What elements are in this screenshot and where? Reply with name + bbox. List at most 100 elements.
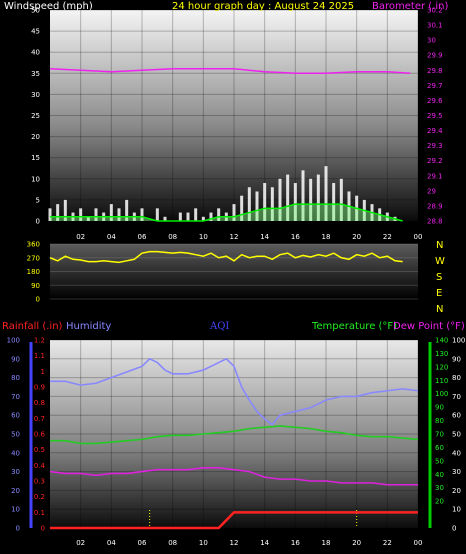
rainfall-y-tick: 0.8 <box>34 399 45 407</box>
wind-panel-bg <box>50 10 418 221</box>
temperature-y-tick: 30 <box>435 484 444 492</box>
dewpoint-y-tick: 40 <box>452 449 461 457</box>
rainfall-y-tick: 0.7 <box>34 415 45 423</box>
humidity-y-tick: 10 <box>11 506 20 514</box>
rainfall-y-tick: 1.1 <box>34 352 45 360</box>
compass-e: E <box>436 288 442 299</box>
wind-x-tick: 02 <box>76 233 85 241</box>
gust-bar <box>240 195 244 221</box>
temperature-y-tick: 110 <box>435 377 448 385</box>
barometer-y-tick: 29.9 <box>427 52 443 60</box>
gust-bar <box>79 208 83 221</box>
temperature-legend: Temperature (°F) <box>311 321 397 332</box>
gust-bar <box>209 212 213 221</box>
rainfall-y-tick: 0.2 <box>34 493 45 501</box>
humidity-y-tick: 50 <box>11 431 20 439</box>
wind-direction-line <box>49 250 403 264</box>
gust-bar <box>48 208 52 221</box>
gust-bar <box>63 199 67 221</box>
direction-y-tick: 90 <box>31 282 40 290</box>
climate-x-tick: 02 <box>76 539 85 547</box>
humidity-legend: Humidity <box>66 321 111 332</box>
series-layer <box>48 68 419 530</box>
wind-average-line <box>50 203 403 222</box>
rainfall-legend: Rainfall (.in) <box>2 321 63 332</box>
rainfall-y-tick: 1 <box>41 368 45 376</box>
dewpoint-y-tick: 80 <box>452 374 461 382</box>
dewpoint-y-tick: 10 <box>452 506 461 514</box>
barometer-y-tick: 29 <box>427 187 436 195</box>
direction-y-tick: 360 <box>27 241 40 249</box>
climate-x-tick: 20 <box>352 539 361 547</box>
gust-bar <box>278 178 282 221</box>
direction-y-tick: 180 <box>27 268 40 276</box>
climate-x-tick: 16 <box>291 539 300 547</box>
gust-bar <box>155 208 159 221</box>
gust-bar <box>339 178 343 221</box>
rainfall-y-tick: 1.2 <box>34 337 45 345</box>
gust-bar <box>255 191 259 221</box>
direction-panel-bg <box>50 244 418 299</box>
dewpoint-y-tick: 50 <box>452 431 461 439</box>
gust-bar <box>316 174 320 221</box>
gust-bar <box>94 208 98 221</box>
climate-x-tick: 12 <box>230 539 239 547</box>
barometer-y-tick: 29.4 <box>427 127 443 135</box>
wind-y-tick: 45 <box>31 28 40 36</box>
wind-x-tick: 08 <box>168 233 177 241</box>
dewpoint-line <box>49 467 418 486</box>
temperature-y-tick: 130 <box>435 350 448 358</box>
gust-bar <box>324 166 328 221</box>
climate-x-tick: 22 <box>383 539 392 547</box>
barometer-label: Barometer (.in) <box>372 1 448 12</box>
gust-bar <box>232 204 236 221</box>
wind-y-tick: 0 <box>36 218 40 226</box>
gust-bar <box>263 183 267 221</box>
gust-bar <box>140 208 144 221</box>
barometer-y-tick: 30.2 <box>427 7 443 15</box>
graph-title: 24 hour graph day : August 24 2025 <box>172 1 354 12</box>
barometer-y-tick: 29.5 <box>427 112 443 120</box>
wind-y-tick: 50 <box>31 7 40 15</box>
windspeed-label: Windspeed (mph) <box>4 1 93 12</box>
gust-bar <box>178 212 182 221</box>
rainfall-y-tick: 0.5 <box>34 446 45 454</box>
humidity-y-tick: 30 <box>11 468 20 476</box>
compass-n-bottom: N <box>436 304 443 315</box>
temperature-y-tick: 140 <box>435 337 448 345</box>
wind-x-tick: 10 <box>199 233 208 241</box>
barometer-y-tick: 29.8 <box>427 67 443 75</box>
aqi-legend: AQI <box>209 321 229 332</box>
rainfall-y-tick: 0.6 <box>34 431 46 439</box>
direction-y-tick: 0 <box>36 296 40 304</box>
barometer-y-tick: 29.6 <box>427 97 443 105</box>
gust-bar <box>117 208 121 221</box>
barometer-y-tick: 28.9 <box>427 202 443 210</box>
humidity-y-tick: 80 <box>11 374 20 382</box>
temperature-y-tick: 90 <box>435 404 444 412</box>
temperature-y-tick: 40 <box>435 471 444 479</box>
dewpoint-y-tick: 20 <box>452 487 461 495</box>
rainfall-y-tick: 0.4 <box>34 462 46 470</box>
gust-bar <box>293 183 297 221</box>
temperature-y-tick: 60 <box>435 444 444 452</box>
humidity-y-tick: 40 <box>11 449 20 457</box>
temperature-y-tick: 80 <box>435 417 444 425</box>
temperature-y-tick: 50 <box>435 457 444 465</box>
wind-y-tick: 25 <box>31 112 40 120</box>
wind-x-tick: 14 <box>260 233 269 241</box>
gust-bar <box>163 216 167 221</box>
wind-x-tick: 06 <box>138 233 147 241</box>
wind-y-tick: 20 <box>31 133 40 141</box>
gust-bar <box>309 178 313 221</box>
wind-y-tick: 15 <box>31 154 40 162</box>
climate-x-tick: 00 <box>414 539 423 547</box>
wind-x-tick: 20 <box>352 233 361 241</box>
rainfall-y-tick: 0.3 <box>34 478 45 486</box>
temperature-y-tick: 120 <box>435 363 448 371</box>
barometer-y-tick: 29.2 <box>427 157 443 165</box>
barometer-y-tick: 28.8 <box>427 218 443 226</box>
wind-y-tick: 5 <box>36 196 40 204</box>
humidity-line <box>50 357 419 426</box>
